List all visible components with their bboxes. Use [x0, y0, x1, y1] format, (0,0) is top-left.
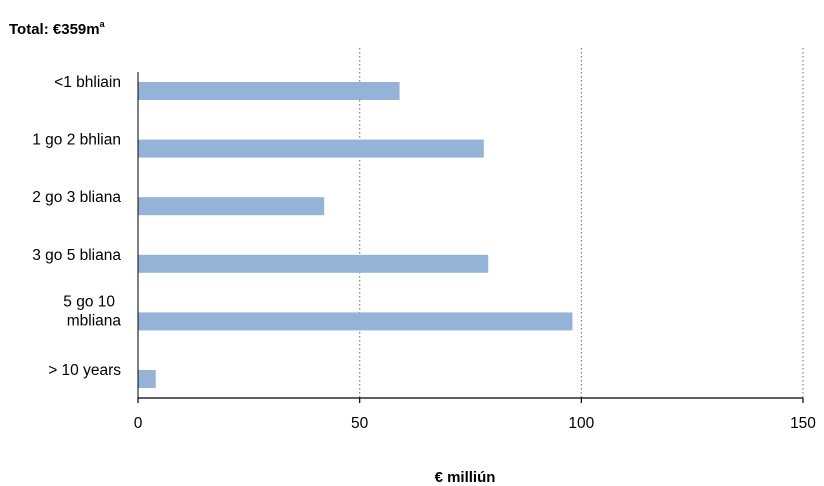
- x-tick-label-150: 150: [790, 415, 816, 432]
- bar-2: [138, 197, 325, 216]
- bar-1: [138, 139, 484, 158]
- chart-title: Total: €359ma: [9, 19, 105, 38]
- x-tick-label-100: 100: [568, 415, 594, 432]
- bar-0: [138, 82, 400, 100]
- x-tick-label-0: 0: [134, 415, 143, 432]
- chart-title-footnote-marker: a: [99, 19, 105, 29]
- bar-3: [138, 254, 489, 273]
- chart-title-text: Total: €359m: [9, 21, 100, 38]
- category-label-3: 3 go 5 bliana: [32, 247, 121, 264]
- bar-4: [138, 312, 573, 331]
- x-tick-label-50: 50: [351, 415, 369, 432]
- category-label-1: 1 go 2 bhlian: [32, 132, 121, 149]
- x-axis-title: € milliún: [435, 469, 496, 486]
- category-label-2: 2 go 3 bliana: [32, 189, 121, 206]
- category-label-5: > 10 years: [48, 362, 121, 379]
- bar-5: [138, 370, 156, 388]
- category-label-4: 5 go 10 mbliana: [63, 293, 121, 329]
- category-label-0: <1 bhliain: [54, 74, 121, 91]
